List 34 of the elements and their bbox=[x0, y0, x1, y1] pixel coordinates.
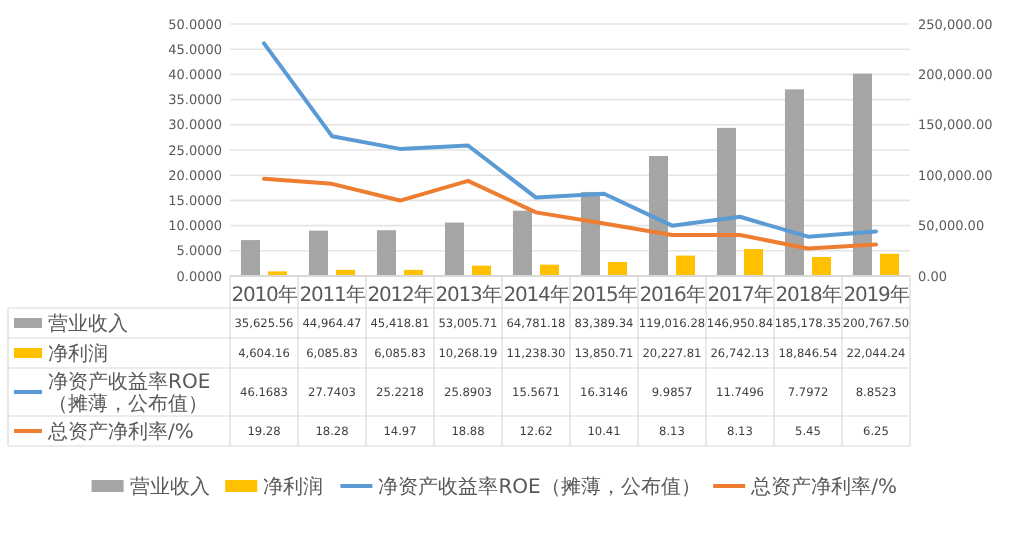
bar bbox=[512, 210, 532, 276]
bar bbox=[376, 230, 396, 276]
bar bbox=[676, 255, 696, 276]
text: 净资产收益率ROE（摊薄，公布值） bbox=[378, 477, 701, 499]
text: 净利润 bbox=[263, 477, 324, 499]
bar bbox=[852, 73, 872, 276]
bar bbox=[648, 156, 668, 276]
bar bbox=[880, 253, 900, 276]
bar bbox=[744, 249, 764, 276]
legend-label: 净利润 bbox=[48, 342, 108, 366]
x-tick-label: 2019年 bbox=[843, 283, 910, 307]
x-tick-label: 2016年 bbox=[639, 283, 706, 307]
text: 营业收入 bbox=[129, 477, 210, 499]
x-tick-label: 2018年 bbox=[775, 283, 842, 307]
bar bbox=[716, 127, 736, 276]
bar bbox=[308, 230, 328, 276]
bar bbox=[444, 222, 464, 276]
x-tick-label: 2014年 bbox=[503, 283, 570, 307]
legend-label: 净资产收益率ROE（摊薄，公布值） bbox=[48, 370, 211, 416]
legend-label: 总资产净利率/% bbox=[46, 420, 194, 444]
bar bbox=[812, 257, 832, 276]
bar bbox=[240, 240, 260, 276]
x-tick-label: 2012年 bbox=[367, 283, 434, 307]
line-series bbox=[262, 41, 878, 239]
text: 总资产净利率/% bbox=[751, 477, 897, 499]
legend-label: 营业收入 bbox=[48, 312, 128, 336]
bar bbox=[784, 89, 804, 276]
x-tick-label: 2017年 bbox=[707, 283, 774, 307]
bar bbox=[608, 262, 628, 276]
x-tick-label: 2010年 bbox=[231, 283, 298, 307]
x-tick-label: 2015年 bbox=[571, 283, 638, 307]
x-tick-label: 2013年 bbox=[435, 283, 502, 307]
line-series bbox=[262, 176, 878, 251]
x-tick-label: 2011年 bbox=[299, 283, 366, 307]
